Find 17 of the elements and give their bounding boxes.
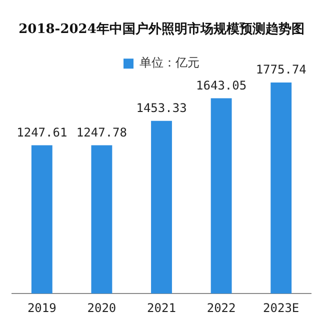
- data-label: 1247.61: [16, 125, 68, 140]
- x-tick-label: 2022: [206, 300, 236, 315]
- data-label: 1775.74: [256, 62, 306, 77]
- x-tick-label: 2021: [147, 300, 176, 315]
- x-tick-label: 2020: [87, 300, 116, 315]
- bar: [270, 82, 292, 294]
- bar: [31, 145, 52, 294]
- bar: [151, 120, 172, 294]
- x-tick-label: 2023E: [263, 300, 300, 315]
- data-label: 1643.05: [196, 78, 247, 92]
- chart-title: 2018-2024年中国户外照明市场规模预测趋势图: [18, 21, 304, 38]
- legend-label: 单位：亿元: [140, 56, 200, 70]
- x-tick-label: 2019: [27, 300, 56, 315]
- bar: [91, 145, 112, 294]
- bar: [210, 98, 232, 294]
- data-label: 1453.33: [136, 100, 187, 115]
- data-label: 1247.78: [76, 125, 127, 140]
